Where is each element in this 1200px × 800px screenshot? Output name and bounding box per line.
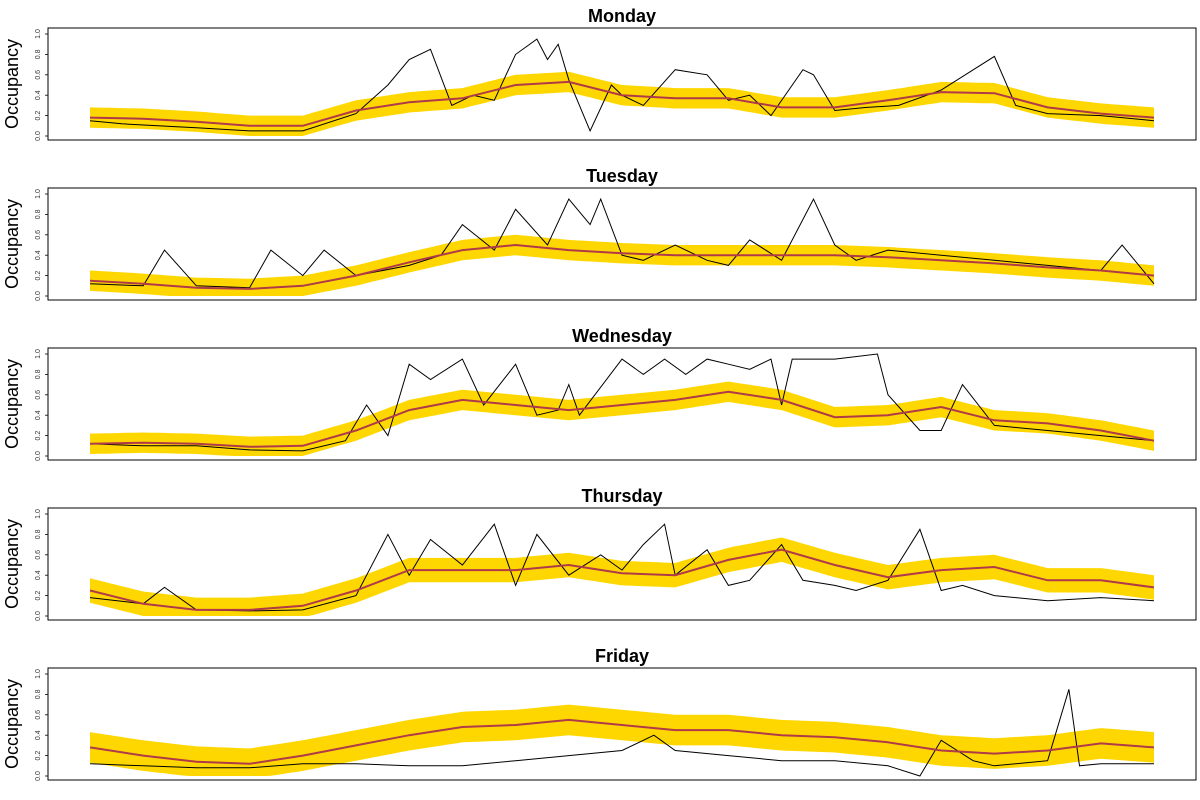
observed-line — [89, 38, 1155, 133]
y-tick-label: 1.0 — [35, 669, 42, 679]
y-tick-label: 0.2 — [35, 591, 42, 601]
confidence-band — [90, 381, 1154, 456]
y-tick-label: 1.0 — [35, 509, 42, 519]
y-tick-label: 0.8 — [35, 369, 42, 379]
observed-line — [89, 689, 1154, 777]
chart-panel-2: Wednesday Occupancy 0.0 0.2 0.4 0.6 0.8 1.0 — [2, 326, 1197, 461]
y-axis-label: Occupancy — [2, 679, 22, 769]
y-tick-label: 0.0 — [35, 131, 42, 141]
y-tick-label: 1.0 — [35, 29, 42, 39]
mean-line — [89, 243, 1155, 290]
mean-line — [89, 80, 1155, 127]
confidence-band — [90, 537, 1154, 616]
y-tick-label: 1.0 — [35, 189, 42, 199]
mean-line — [89, 548, 1155, 611]
chart-title: Thursday — [581, 486, 662, 506]
y-tick-label: 0.0 — [35, 291, 42, 301]
plot-frame — [47, 507, 1197, 621]
y-tick-label: 1.0 — [35, 349, 42, 359]
y-tick-label: 0.2 — [35, 751, 42, 761]
y-tick-label: 0.0 — [35, 451, 42, 461]
y-tick-label: 0.8 — [35, 209, 42, 219]
y-tick-label: 0.4 — [35, 570, 42, 580]
y-tick-label: 0.0 — [35, 611, 42, 621]
y-tick-label: 0.6 — [35, 710, 42, 720]
y-tick-label: 0.8 — [35, 529, 42, 539]
y-axis-label: Occupancy — [2, 359, 22, 449]
y-tick-label: 0.0 — [35, 771, 42, 781]
plot-frame — [47, 27, 1197, 141]
chart-panel-3: Thursday Occupancy 0.0 0.2 0.4 0.6 0.8 1.0 — [2, 486, 1197, 621]
chart-title: Friday — [595, 646, 649, 666]
chart-title: Monday — [588, 6, 656, 26]
plot-frame — [47, 347, 1197, 461]
plot-frame — [47, 187, 1197, 301]
y-tick-label: 0.4 — [35, 730, 42, 740]
y-tick-label: 0.6 — [35, 230, 42, 240]
y-axis-label: Occupancy — [2, 519, 22, 609]
y-tick-label: 0.6 — [35, 70, 42, 80]
confidence-band — [90, 71, 1154, 136]
plot-frame — [47, 667, 1197, 781]
observed-line — [89, 197, 1155, 289]
y-tick-label: 0.8 — [35, 49, 42, 59]
chart-panel-1: Tuesday Occupancy 0.0 0.2 0.4 0.6 0.8 1.0 — [2, 166, 1197, 301]
y-tick-label: 0.2 — [35, 111, 42, 121]
y-tick-label: 0.6 — [35, 390, 42, 400]
y-tick-label: 0.8 — [35, 689, 42, 699]
y-tick-label: 0.4 — [35, 250, 42, 260]
y-tick-label: 0.2 — [35, 431, 42, 441]
y-tick-label: 0.2 — [35, 271, 42, 281]
confidence-band — [90, 704, 1154, 776]
mean-line — [89, 718, 1155, 765]
y-tick-label: 0.6 — [35, 550, 42, 560]
chart-title: Tuesday — [586, 166, 658, 186]
y-axis-label: Occupancy — [2, 39, 22, 129]
mean-line — [89, 390, 1155, 448]
chart-panel-0: Monday Occupancy 0.0 0.2 0.4 0.6 0.8 1.0 — [2, 6, 1197, 141]
chart-panel-4: Friday Occupancy 0.0 0.2 0.4 0.6 0.8 1.0 — [2, 646, 1197, 781]
chart-title: Wednesday — [572, 326, 672, 346]
y-axis-label: Occupancy — [2, 199, 22, 289]
observed-line — [89, 523, 1155, 612]
y-tick-label: 0.4 — [35, 90, 42, 100]
y-tick-label: 0.4 — [35, 410, 42, 420]
observed-line — [89, 353, 1155, 452]
